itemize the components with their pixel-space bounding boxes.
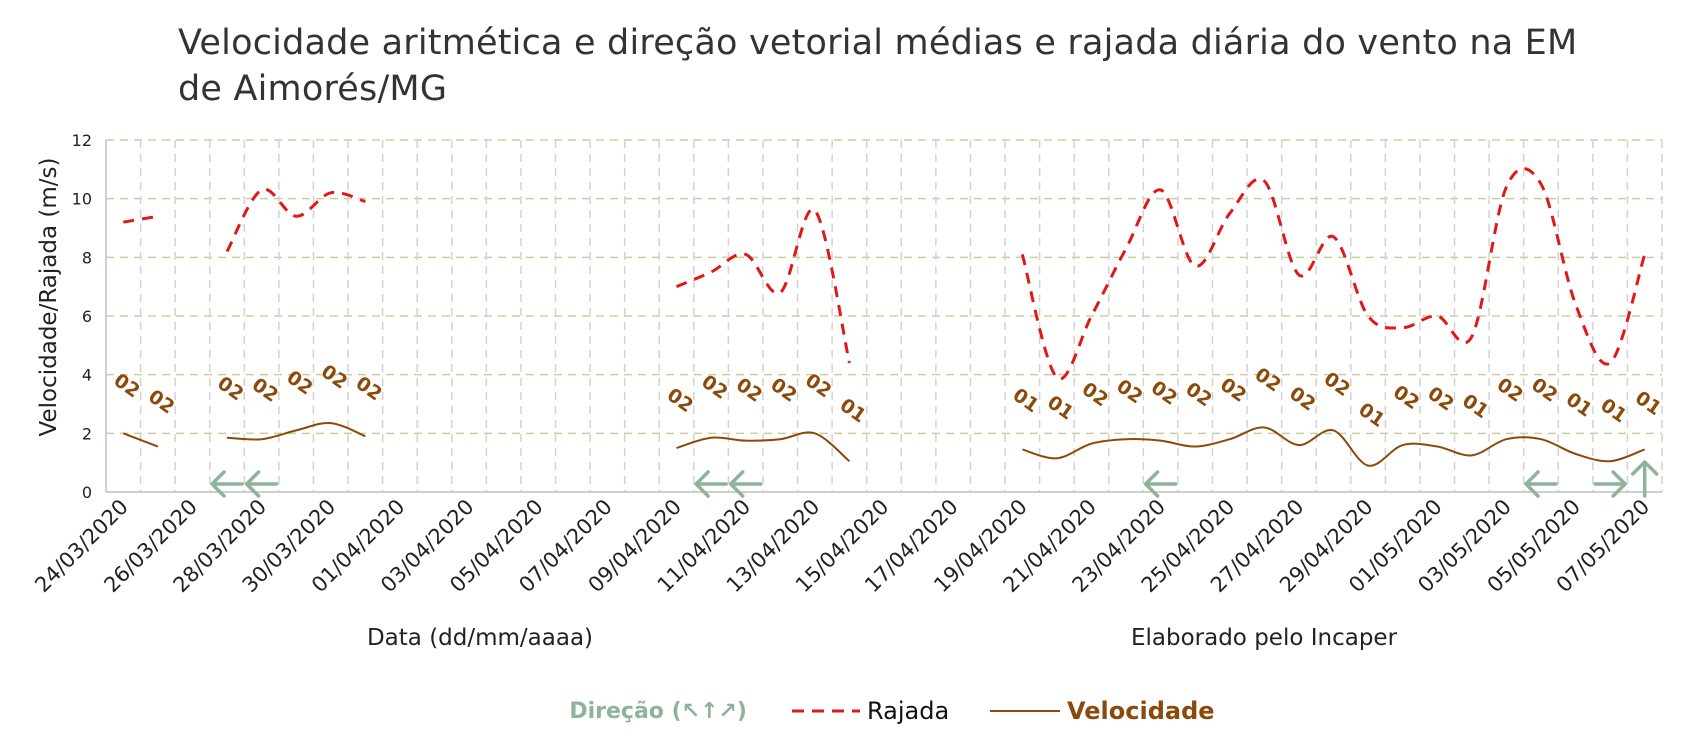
y-tick-label: 4 <box>82 366 92 385</box>
series-line-rajada <box>123 214 159 224</box>
direction-arrow-path <box>1593 470 1627 498</box>
series-line-rajada <box>1020 167 1647 381</box>
y-axis-title: Velocidade/Rajada (m/s) <box>36 158 62 437</box>
direction-code: 02 <box>317 360 351 393</box>
series-lines <box>122 167 1647 467</box>
direction-arrows <box>210 460 1659 498</box>
direction-arrow-path <box>694 470 728 498</box>
direction-code: 02 <box>1181 378 1215 411</box>
x-axis-ticks: 24/03/202026/03/202028/03/202030/03/2020… <box>30 495 1654 598</box>
direction-code: 02 <box>663 384 697 417</box>
chart-title: Velocidade aritmética e direção vetorial… <box>178 23 1578 109</box>
direction-code: 01 <box>1562 388 1596 421</box>
direction-code: 02 <box>1424 382 1458 415</box>
direction-code: 02 <box>248 374 282 407</box>
direction-code: 02 <box>1389 381 1423 414</box>
legend-gust-label: Rajada <box>867 697 949 725</box>
y-tick-label: 12 <box>72 131 92 150</box>
direction-arrow-icon <box>1524 470 1558 498</box>
direction-code: 02 <box>213 372 247 405</box>
y-tick-label: 6 <box>82 307 92 326</box>
direction-arrow-path <box>1630 460 1659 498</box>
direction-code: 01 <box>836 394 870 427</box>
direction-code: 01 <box>1009 384 1043 417</box>
direction-code: 01 <box>1458 390 1492 423</box>
direction-arrow-icon <box>1630 460 1659 498</box>
direction-code: 02 <box>1251 363 1285 396</box>
direction-code: 02 <box>1147 377 1181 410</box>
legend-direction-label: Direção (↖↑↗) <box>569 699 747 724</box>
direction-arrow-path <box>728 470 763 498</box>
y-tick-label: 0 <box>82 483 92 502</box>
series-line-rajada <box>225 187 366 253</box>
direction-arrow-icon <box>1143 470 1178 498</box>
grid <box>105 139 1663 493</box>
series-line-velocidade <box>226 421 366 441</box>
direction-code: 01 <box>1043 391 1077 424</box>
direction-arrow-path <box>210 470 244 498</box>
direction-code: 01 <box>1354 399 1388 432</box>
credit-note: Elaborado pelo Incaper <box>1131 625 1398 651</box>
legend-speed-label: Velocidade <box>1067 697 1215 725</box>
direction-arrow-path <box>1143 470 1178 498</box>
direction-code: 02 <box>1285 382 1319 415</box>
series-line-velocidade <box>122 432 159 448</box>
direction-code: 02 <box>1493 374 1527 407</box>
direction-arrow-path <box>244 470 279 498</box>
direction-arrow-icon <box>1593 470 1627 498</box>
series-line-velocidade <box>1022 426 1646 467</box>
direction-code: 02 <box>352 372 386 405</box>
direction-arrow-icon <box>728 470 763 498</box>
direction-code: 02 <box>1320 368 1354 401</box>
legend: Direção (↖↑↗) Rajada Velocidade <box>569 697 1214 725</box>
direction-code: 01 <box>1596 394 1630 427</box>
series-line-velocidade <box>676 431 851 462</box>
direction-code: 02 <box>1527 374 1561 407</box>
direction-code: 02 <box>767 374 801 407</box>
direction-arrow-icon <box>210 470 244 498</box>
direction-arrow-path <box>1524 470 1558 498</box>
direction-code: 02 <box>697 371 731 404</box>
y-tick-label: 2 <box>82 424 92 443</box>
y-tick-label: 10 <box>72 190 92 209</box>
direction-arrow-icon <box>244 470 279 498</box>
direction-arrow-icon <box>694 470 728 498</box>
direction-code: 02 <box>282 366 316 399</box>
x-axis-title: Data (dd/mm/aaaa) <box>367 625 593 651</box>
direction-code: 02 <box>144 385 178 418</box>
direction-code: 02 <box>1078 378 1112 411</box>
y-axis-ticks: 0 2 4 6 8 10 12 <box>72 131 92 502</box>
direction-code: 01 <box>1631 387 1665 420</box>
y-tick-label: 8 <box>82 248 92 267</box>
direction-code: 02 <box>1112 375 1146 408</box>
direction-code: 02 <box>732 374 766 407</box>
direction-code: 02 <box>1216 374 1250 407</box>
